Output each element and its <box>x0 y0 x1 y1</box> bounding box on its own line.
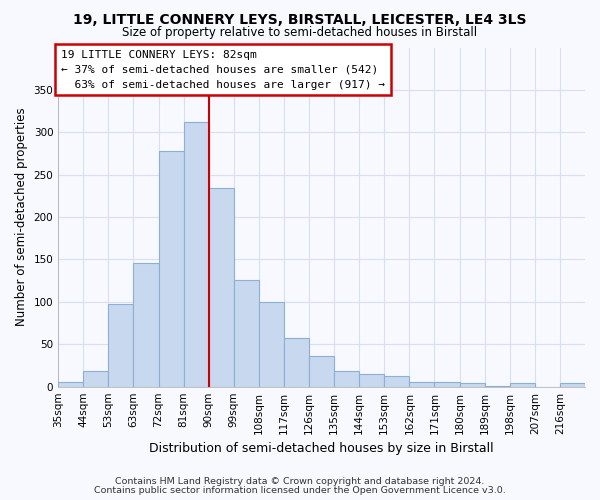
Bar <box>560 384 585 386</box>
Bar <box>510 384 535 386</box>
Bar <box>334 372 359 386</box>
Bar <box>109 304 133 386</box>
Text: Contains public sector information licensed under the Open Government Licence v3: Contains public sector information licen… <box>94 486 506 495</box>
Bar <box>133 263 158 386</box>
Text: Contains HM Land Registry data © Crown copyright and database right 2024.: Contains HM Land Registry data © Crown c… <box>115 477 485 486</box>
Bar <box>83 372 109 386</box>
Text: Size of property relative to semi-detached houses in Birstall: Size of property relative to semi-detach… <box>122 26 478 39</box>
Text: 19, LITTLE CONNERY LEYS, BIRSTALL, LEICESTER, LE4 3LS: 19, LITTLE CONNERY LEYS, BIRSTALL, LEICE… <box>73 12 527 26</box>
Bar <box>359 374 385 386</box>
Bar <box>434 382 460 386</box>
Bar <box>184 122 209 386</box>
Bar <box>58 382 83 386</box>
Bar <box>385 376 409 386</box>
Bar <box>209 188 234 386</box>
Bar <box>309 356 334 386</box>
X-axis label: Distribution of semi-detached houses by size in Birstall: Distribution of semi-detached houses by … <box>149 442 494 455</box>
Bar <box>409 382 434 386</box>
Bar <box>259 302 284 386</box>
Bar <box>284 338 309 386</box>
Bar <box>460 384 485 386</box>
Bar <box>158 151 184 386</box>
Y-axis label: Number of semi-detached properties: Number of semi-detached properties <box>15 108 28 326</box>
Bar <box>234 280 259 386</box>
Text: 19 LITTLE CONNERY LEYS: 82sqm
← 37% of semi-detached houses are smaller (542)
  : 19 LITTLE CONNERY LEYS: 82sqm ← 37% of s… <box>61 50 385 90</box>
